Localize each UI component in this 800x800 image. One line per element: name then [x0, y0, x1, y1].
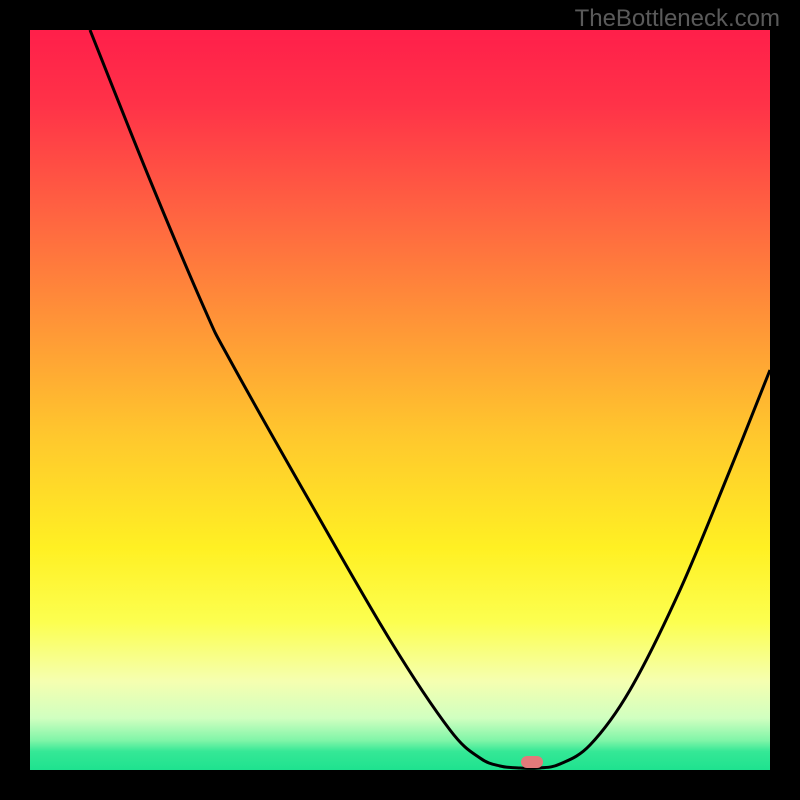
chart-background: [30, 30, 770, 770]
optimal-marker: [521, 756, 543, 768]
watermark-text: TheBottleneck.com: [575, 5, 780, 33]
chart-svg: [30, 30, 770, 770]
bottleneck-chart: [30, 30, 770, 770]
